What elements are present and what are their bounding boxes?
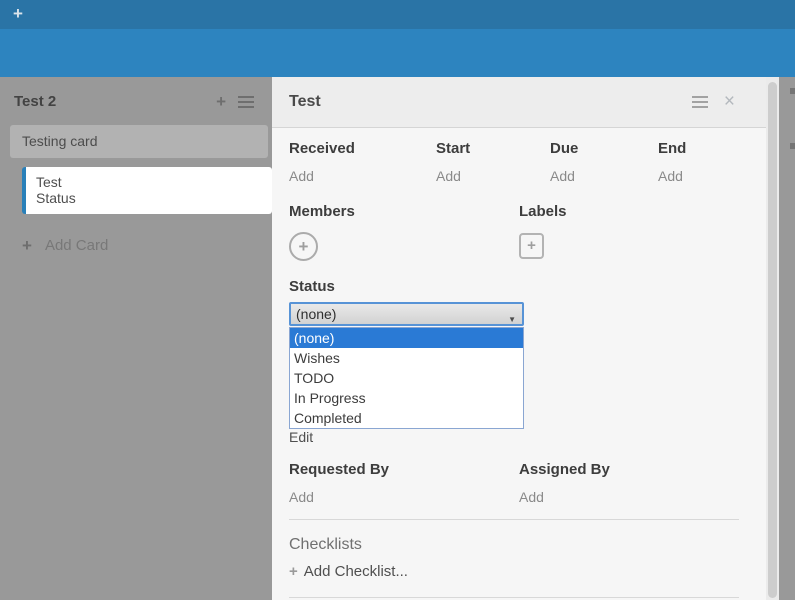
field-start: Start Add (436, 140, 550, 184)
card-detail-panel: Test × Received Add Start Add Due (272, 77, 779, 600)
assigned-by-add-link[interactable]: Add (519, 489, 544, 505)
close-icon[interactable]: × (723, 91, 735, 112)
requested-assigned-row: Requested By Add Assigned By Add (289, 461, 749, 505)
end-label: End (658, 140, 687, 157)
plus-icon: + (22, 236, 32, 255)
panel-scrollbar-thumb[interactable] (768, 82, 777, 598)
select-caret-icon: ▼ (508, 315, 516, 324)
add-board-icon[interactable]: + (13, 4, 23, 23)
panel-scrollbar-track[interactable] (766, 77, 779, 600)
divider (289, 519, 739, 520)
members-section: Members + (289, 203, 519, 261)
status-section: Status (289, 278, 749, 296)
status-edit-link[interactable]: Edit (289, 429, 314, 445)
add-card-button[interactable]: + Add Card (22, 237, 108, 255)
received-add-link[interactable]: Add (289, 168, 314, 184)
labels-label: Labels (519, 203, 567, 220)
clipped-icon (790, 143, 795, 149)
card-testing-card[interactable]: Testing card (10, 125, 268, 158)
add-member-button[interactable]: + (289, 232, 318, 261)
field-due: Due Add (550, 140, 658, 184)
board-canvas: Test 2 + Testing card Test Status + Add C… (0, 77, 795, 600)
end-add-link[interactable]: Add (658, 168, 683, 184)
requested-by-add-link[interactable]: Add (289, 489, 314, 505)
members-labels-row: Members + Labels + (289, 203, 749, 261)
status-option-todo[interactable]: TODO (294, 370, 335, 386)
status-option-completed[interactable]: Completed (294, 410, 362, 426)
checklists-heading: Checklists (289, 536, 362, 553)
date-fields-row: Received Add Start Add Due Add End Add (289, 140, 749, 184)
clipped-icon (790, 88, 795, 94)
add-card-label: Add Card (44, 237, 109, 254)
assigned-by-label: Assigned By (519, 461, 610, 478)
status-select[interactable]: (none) ▼ (289, 302, 524, 326)
field-received: Received Add (289, 140, 436, 184)
board-header-bar (0, 29, 795, 77)
card-detail-header: Test × (272, 77, 779, 128)
plus-icon: + (289, 563, 298, 580)
assigned-by-section: Assigned By Add (519, 461, 749, 505)
add-checklist-button[interactable]: + Add Checklist... (289, 563, 408, 580)
due-label: Due (550, 140, 579, 157)
members-label: Members (289, 203, 355, 220)
card-menu-icon[interactable] (691, 95, 708, 109)
labels-section: Labels + (519, 203, 749, 261)
status-option-in-progress[interactable]: In Progress (294, 390, 366, 406)
list-test2: Test 2 + Testing card Test Status + Add C… (0, 77, 272, 600)
add-checklist-label: Add Checklist... (303, 563, 408, 580)
status-dropdown-list: (none) Wishes TODO In Progress Completed (289, 327, 524, 429)
start-add-link[interactable]: Add (436, 168, 461, 184)
field-end: End Add (658, 140, 686, 184)
add-label-button[interactable]: + (519, 233, 544, 259)
received-label: Received (289, 140, 355, 157)
top-navbar: + (0, 0, 795, 29)
list-menu-icon[interactable] (238, 95, 254, 109)
card-detail-title: Test (289, 93, 321, 110)
due-add-link[interactable]: Add (550, 168, 575, 184)
status-option-wishes[interactable]: Wishes (294, 350, 340, 366)
list-header: Test 2 + (14, 93, 264, 115)
status-selected-value: (none) (296, 306, 337, 322)
status-option-none[interactable]: (none) (290, 328, 523, 348)
card-badge-status: Status (36, 190, 76, 206)
divider (289, 597, 739, 598)
card-test-selected[interactable]: Test Status (22, 167, 272, 214)
requested-by-label: Requested By (289, 461, 390, 478)
start-label: Start (436, 140, 471, 157)
list-title: Test 2 (14, 93, 57, 110)
requested-by-section: Requested By Add (289, 461, 519, 505)
card-title: Test (36, 174, 62, 190)
list-add-card-icon[interactable]: + (216, 92, 226, 111)
status-label: Status (289, 278, 335, 295)
